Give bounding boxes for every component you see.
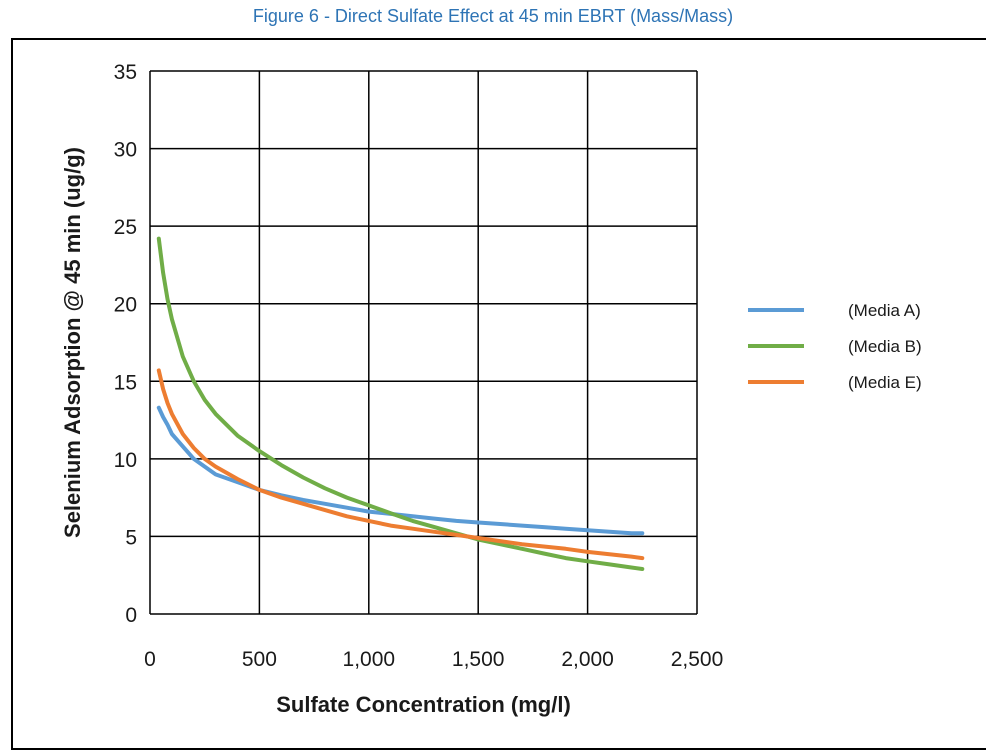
y-tick-label: 15 bbox=[114, 371, 137, 394]
y-axis-title: Selenium Adsorption @ 45 min (ug/g) bbox=[60, 147, 85, 538]
y-tick-label: 0 bbox=[125, 604, 137, 627]
legend: (Media A) (Media B) (Media E) bbox=[748, 301, 922, 392]
x-tick-label: 500 bbox=[242, 648, 277, 671]
y-tick-label: 30 bbox=[114, 139, 137, 162]
x-tick-labels: 0 500 1,000 1,500 2,000 2,500 bbox=[144, 648, 723, 671]
series-lines bbox=[156, 236, 645, 571]
series-line bbox=[156, 236, 645, 571]
legend-label: (Media E) bbox=[848, 373, 922, 392]
y-tick-label: 25 bbox=[114, 216, 137, 239]
y-tick-label: 20 bbox=[114, 294, 137, 317]
x-tick-label: 2,000 bbox=[561, 648, 614, 671]
x-tick-label: 1,000 bbox=[343, 648, 396, 671]
legend-label: (Media B) bbox=[848, 337, 922, 356]
x-tick-label: 2,500 bbox=[671, 648, 724, 671]
x-axis-title: Sulfate Concentration (mg/l) bbox=[276, 692, 571, 717]
x-tick-label: 0 bbox=[144, 648, 156, 671]
figure-caption: Figure 6 - Direct Sulfate Effect at 45 m… bbox=[252, 6, 734, 26]
legend-label: (Media A) bbox=[848, 301, 921, 320]
y-tick-labels: 0 5 10 15 20 25 30 35 bbox=[114, 61, 137, 627]
series-line bbox=[156, 405, 645, 536]
y-tick-label: 35 bbox=[114, 61, 137, 84]
series-line bbox=[156, 368, 645, 561]
y-tick-label: 5 bbox=[125, 526, 137, 549]
y-tick-label: 10 bbox=[114, 449, 137, 472]
x-tick-label: 1,500 bbox=[452, 648, 505, 671]
grid-lines bbox=[149, 70, 698, 615]
